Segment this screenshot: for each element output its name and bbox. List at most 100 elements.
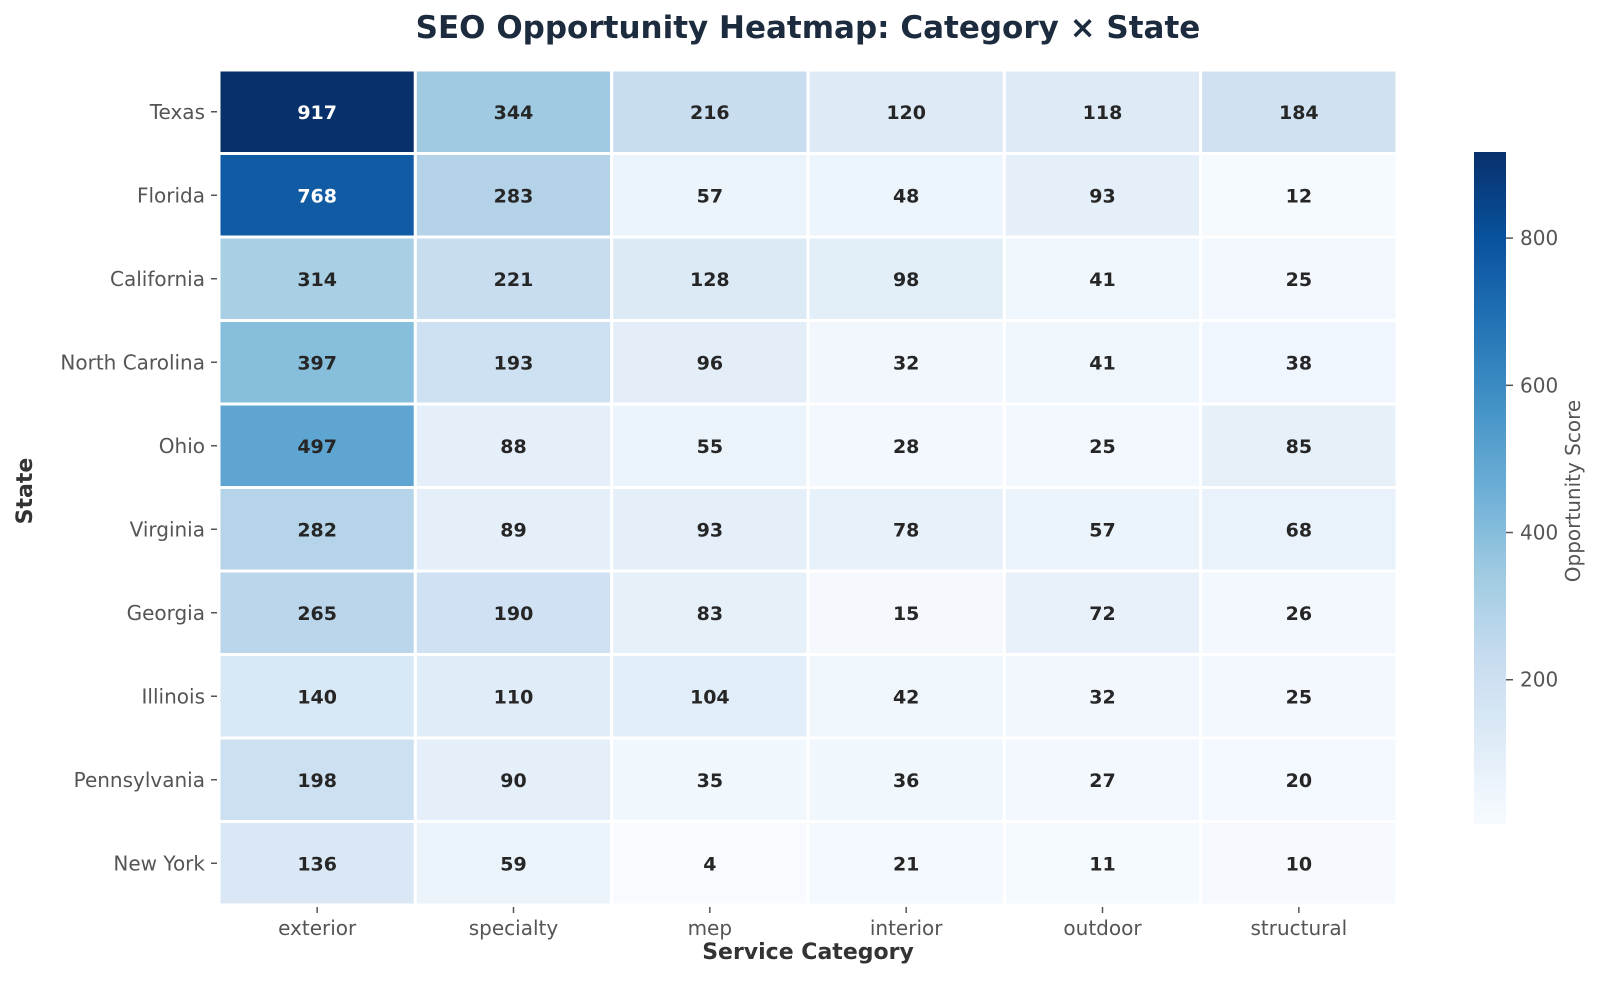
cell-value-label: 104 xyxy=(690,686,730,708)
heatmap-cell xyxy=(806,319,1006,406)
cell-value-label: 128 xyxy=(690,269,730,291)
cell-value-label: 917 xyxy=(297,102,337,124)
heatmap-cell xyxy=(610,653,810,740)
cell-value-label: 21 xyxy=(893,853,919,875)
cell-value-label: 57 xyxy=(697,185,723,207)
heatmap-cell xyxy=(217,569,417,656)
cell-value-label: 83 xyxy=(697,603,723,625)
cell-value-label: 768 xyxy=(297,185,337,207)
y-tick-label: Florida xyxy=(137,183,205,207)
y-tick-label: Texas xyxy=(149,100,205,124)
cell-value-label: 221 xyxy=(494,269,534,291)
cell-value-label: 28 xyxy=(893,436,919,458)
x-tick-label: mep xyxy=(688,916,732,940)
y-tick-label: Ohio xyxy=(159,434,205,458)
heatmap-cell xyxy=(806,235,1006,322)
heatmap-cell xyxy=(1199,736,1399,823)
cell-value-label: 98 xyxy=(893,269,919,291)
cell-value-label: 190 xyxy=(494,603,534,625)
y-tick-label: Georgia xyxy=(127,601,205,625)
heatmap-cell xyxy=(413,319,614,406)
cell-value-label: 26 xyxy=(1286,603,1312,625)
heatmap-cell xyxy=(1002,402,1203,489)
x-tick-label: specialty xyxy=(469,916,559,940)
colorbar-label: Opportunity Score xyxy=(1561,400,1585,582)
heatmap-cell xyxy=(1199,820,1399,907)
x-tick-label: structural xyxy=(1250,916,1347,940)
cell-value-label: 282 xyxy=(297,519,337,541)
cell-value-label: 140 xyxy=(297,686,337,708)
cell-value-label: 35 xyxy=(697,770,723,792)
cell-value-label: 198 xyxy=(297,770,337,792)
heatmap-cell xyxy=(1199,486,1399,573)
cell-value-label: 93 xyxy=(1089,185,1115,207)
cell-value-label: 344 xyxy=(494,102,534,124)
y-tick-label: Pennsylvania xyxy=(74,768,205,792)
heatmap-cell xyxy=(1199,402,1399,489)
cell-value-label: 25 xyxy=(1089,436,1115,458)
heatmap-cells: 917 344 216 120 118 184 768 283 57 48 93 12 314 221 12… xyxy=(217,68,1399,907)
heatmap-cell xyxy=(413,820,614,907)
cell-value-label: 110 xyxy=(494,686,534,708)
x-tick-label: outdoor xyxy=(1063,916,1142,940)
cell-value-label: 11 xyxy=(1089,853,1115,875)
x-tick-label: exterior xyxy=(278,916,357,940)
heatmap-cell xyxy=(806,402,1006,489)
y-tick-label: California xyxy=(110,267,205,291)
heatmap-cell xyxy=(413,68,614,155)
x-axis-ticks: exterior specialty mep interior outdoor struc… xyxy=(278,907,1347,940)
heatmap-cell xyxy=(1002,319,1203,406)
cell-value-label: 118 xyxy=(1083,102,1123,124)
cell-value-label: 12 xyxy=(1286,185,1312,207)
cell-value-label: 216 xyxy=(690,102,730,124)
heatmap-cell xyxy=(413,736,614,823)
chart-title: SEO Opportunity Heatmap: Category × Stat… xyxy=(416,10,1201,46)
cell-value-label: 20 xyxy=(1286,770,1312,792)
cell-value-label: 38 xyxy=(1286,352,1312,374)
heatmap-cell xyxy=(217,319,417,406)
cell-value-label: 497 xyxy=(297,436,337,458)
cell-value-label: 32 xyxy=(1089,686,1115,708)
colorbar-gradient xyxy=(1474,152,1506,824)
colorbar-tick-label: 800 xyxy=(1520,226,1558,250)
y-tick-label: New York xyxy=(113,851,205,875)
heatmap-cell xyxy=(1002,653,1203,740)
cell-value-label: 120 xyxy=(886,102,926,124)
heatmap-cell xyxy=(1002,820,1203,907)
colorbar-tick-label: 400 xyxy=(1520,521,1558,545)
colorbar-tick-label: 200 xyxy=(1520,668,1558,692)
heatmap-cell xyxy=(413,152,614,239)
cell-value-label: 184 xyxy=(1279,102,1319,124)
heatmap-cell xyxy=(610,820,810,907)
heatmap-cell xyxy=(413,235,614,322)
cell-value-label: 96 xyxy=(697,352,723,374)
heatmap-cell xyxy=(806,653,1006,740)
cell-value-label: 41 xyxy=(1089,269,1115,291)
cell-value-label: 72 xyxy=(1089,603,1115,625)
colorbar: 200 400 600 800 xyxy=(1474,152,1558,824)
cell-value-label: 68 xyxy=(1286,519,1312,541)
cell-value-label: 314 xyxy=(297,269,337,291)
heatmap-cell xyxy=(1199,569,1399,656)
heatmap-cell xyxy=(217,486,417,573)
y-axis-title: State xyxy=(13,458,38,525)
cell-value-label: 10 xyxy=(1286,853,1312,875)
cell-value-label: 48 xyxy=(893,185,919,207)
cell-value-label: 93 xyxy=(697,519,723,541)
heatmap-cell xyxy=(610,402,810,489)
cell-value-label: 36 xyxy=(893,770,919,792)
y-tick-label: North Carolina xyxy=(60,350,205,374)
heatmap-cell xyxy=(1199,68,1399,155)
cell-value-label: 283 xyxy=(494,185,534,207)
cell-value-label: 193 xyxy=(494,352,534,374)
cell-value-label: 89 xyxy=(500,519,526,541)
cell-value-label: 4 xyxy=(703,853,716,875)
heatmap-cell xyxy=(217,68,417,155)
heatmap-cell xyxy=(1199,152,1399,239)
heatmap-cell xyxy=(806,152,1006,239)
cell-value-label: 85 xyxy=(1286,436,1312,458)
y-axis-ticks: Texas Florida California North Carolina Ohio… xyxy=(60,100,217,875)
x-tick-label: interior xyxy=(870,916,943,940)
y-tick-label: Virginia xyxy=(130,517,205,541)
